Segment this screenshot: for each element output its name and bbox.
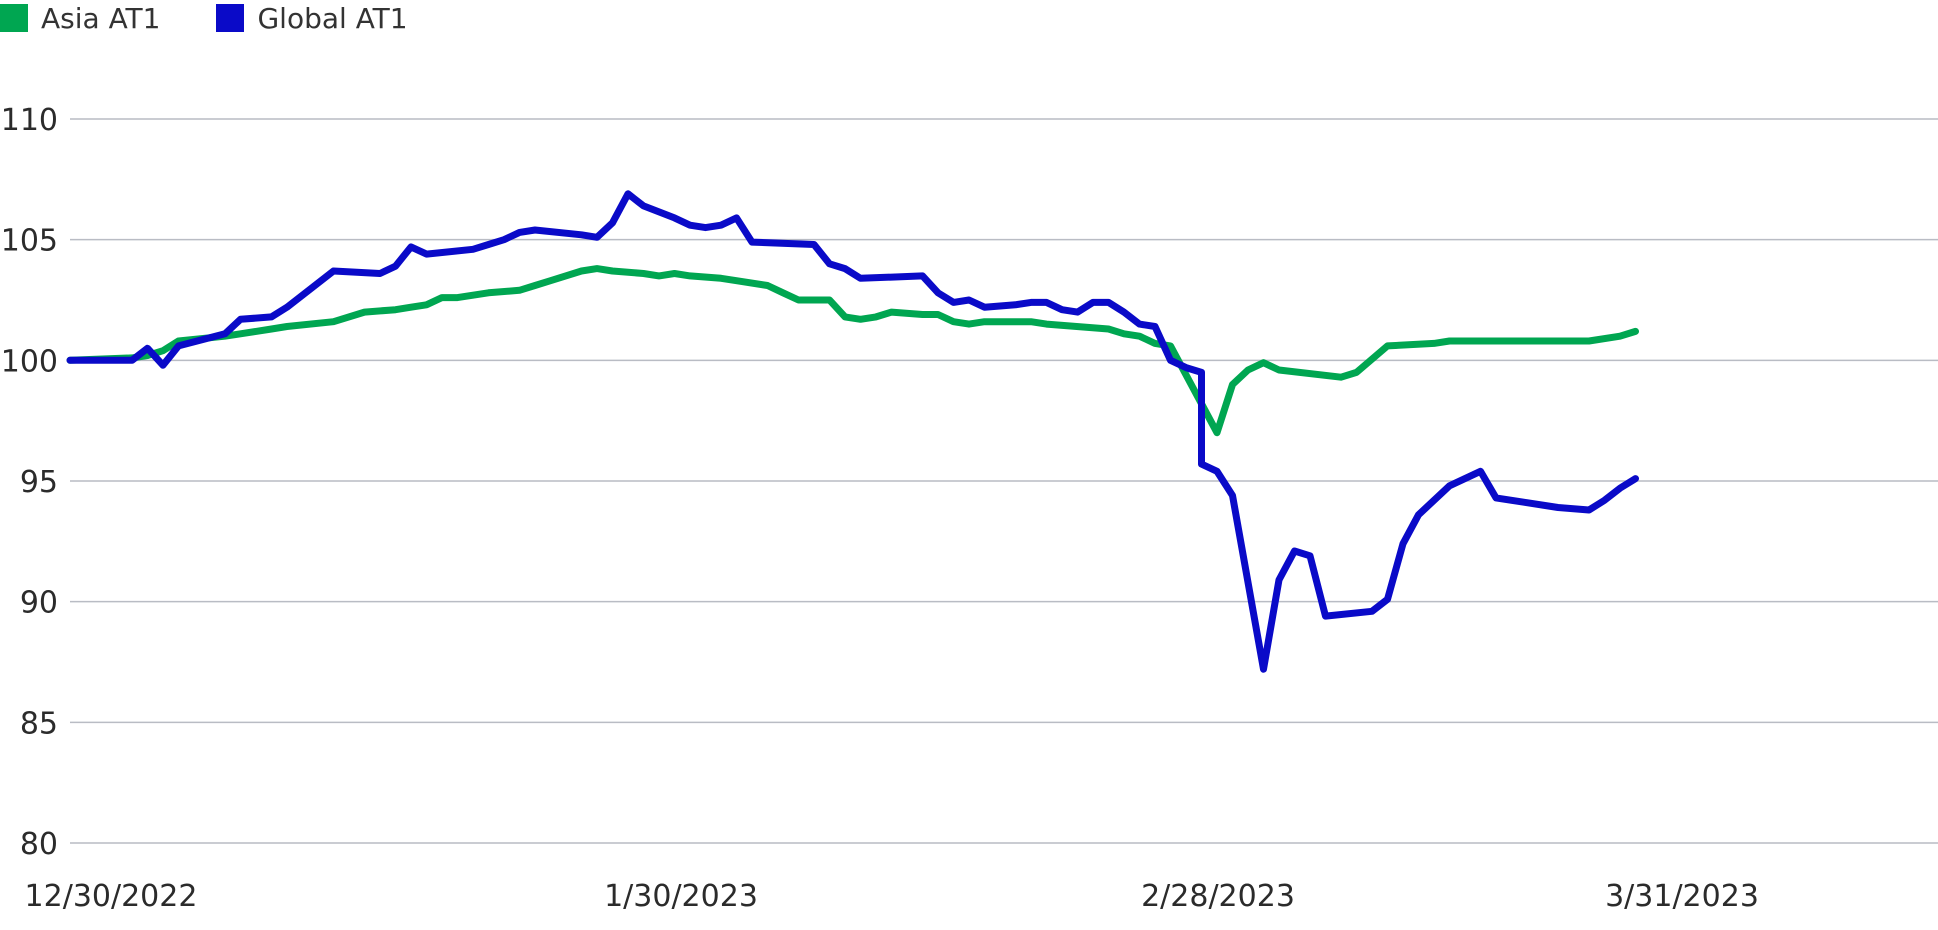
- legend-swatch-asia-at1: [0, 4, 28, 32]
- legend-swatch-global-at1: [216, 4, 245, 32]
- y-tick-label: 95: [20, 465, 58, 500]
- x-tick-label: 12/30/2022: [25, 879, 198, 914]
- x-tick-label: 2/28/2023: [1141, 879, 1295, 914]
- series-line-global-at1: [66, 190, 1639, 673]
- series-line-asia-at1: [66, 265, 1639, 437]
- legend-item-asia-at1[interactable]: Asia AT1: [0, 2, 160, 35]
- series-lines: [66, 190, 1639, 673]
- gridlines: [70, 118, 1938, 844]
- legend-label-global-at1: Global AT1: [257, 1, 408, 35]
- x-tick-label: 1/30/2023: [604, 879, 758, 914]
- x-tick-label: 3/31/2023: [1605, 879, 1759, 914]
- y-tick-label: 100: [1, 344, 58, 379]
- y-tick-label: 80: [20, 827, 58, 862]
- y-axis-ticks: 110 105 100 95 90 85 80: [1, 103, 58, 862]
- legend-label-asia-at1: Asia AT1: [41, 1, 161, 35]
- legend-item-global-at1[interactable]: Global AT1: [216, 1, 408, 35]
- x-axis-ticks: 12/30/2022 1/30/2023 2/28/2023 3/31/2023: [25, 879, 1759, 914]
- y-tick-label: 110: [1, 103, 58, 138]
- chart-legend: Asia AT1 Global AT1: [0, 0, 464, 36]
- y-tick-label: 85: [20, 706, 58, 741]
- y-tick-label: 105: [1, 224, 58, 259]
- y-tick-label: 90: [20, 586, 58, 621]
